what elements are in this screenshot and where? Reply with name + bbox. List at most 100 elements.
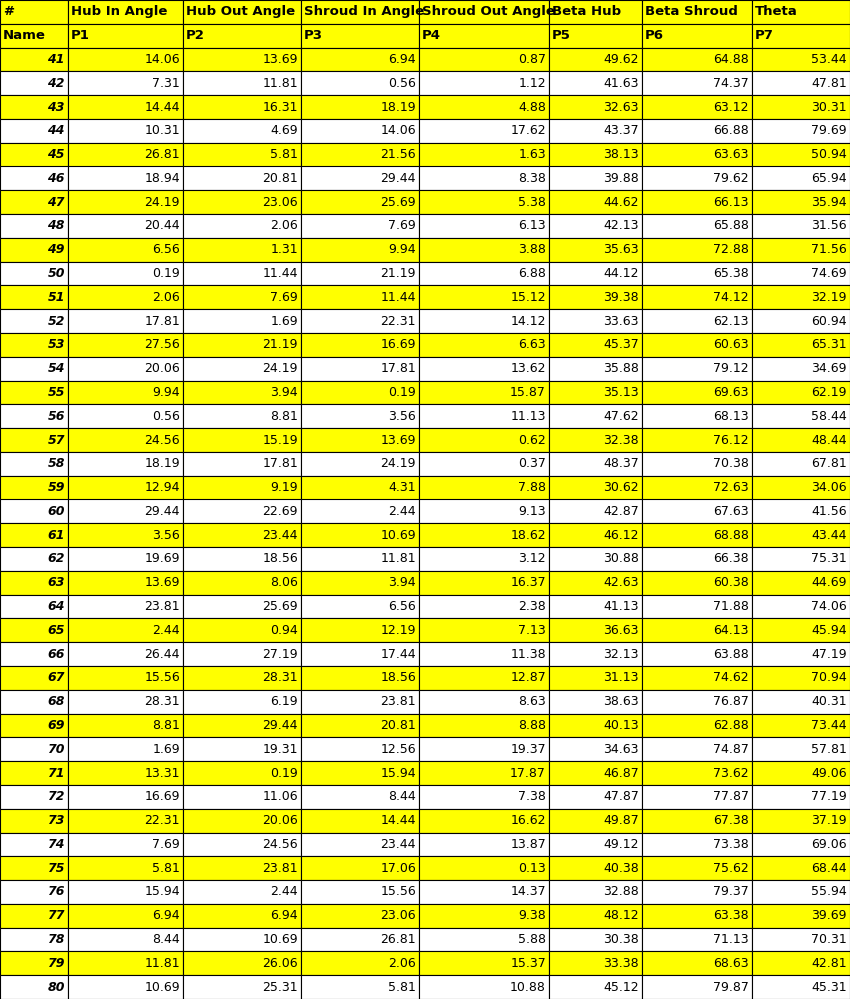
Bar: [549, 452, 642, 476]
Text: 11.81: 11.81: [263, 77, 298, 90]
Text: 13.69: 13.69: [381, 434, 416, 447]
Text: 14.12: 14.12: [511, 315, 546, 328]
Bar: [183, 405, 301, 429]
Text: 8.44: 8.44: [388, 790, 416, 803]
Text: 2.06: 2.06: [388, 957, 416, 970]
Text: 68.13: 68.13: [713, 410, 749, 423]
Bar: [549, 832, 642, 856]
Text: 76.12: 76.12: [713, 434, 749, 447]
Text: 23.06: 23.06: [263, 196, 298, 209]
Text: 41.63: 41.63: [604, 77, 639, 90]
Text: 71.88: 71.88: [713, 600, 749, 613]
Text: 24.19: 24.19: [381, 458, 416, 471]
Bar: [0, 737, 68, 761]
Bar: [68, 286, 183, 310]
Text: 26.44: 26.44: [144, 647, 180, 660]
Text: 18.56: 18.56: [263, 552, 298, 565]
Bar: [68, 381, 183, 405]
Bar: [752, 333, 850, 357]
Text: 77.87: 77.87: [713, 790, 749, 803]
Text: 57.81: 57.81: [811, 742, 847, 756]
Text: 42.81: 42.81: [812, 957, 847, 970]
Text: 74.62: 74.62: [713, 671, 749, 684]
Text: Theta: Theta: [755, 5, 798, 18]
Text: 53.44: 53.44: [812, 53, 847, 66]
Text: 5.81: 5.81: [270, 148, 298, 161]
Text: 31.56: 31.56: [812, 220, 847, 233]
Text: 16.69: 16.69: [381, 339, 416, 352]
Bar: [0, 190, 68, 214]
Text: 13.87: 13.87: [510, 838, 546, 851]
Bar: [549, 689, 642, 713]
Text: 26.06: 26.06: [263, 957, 298, 970]
Bar: [549, 119, 642, 143]
Bar: [549, 190, 642, 214]
Bar: [0, 143, 68, 167]
Bar: [419, 286, 549, 310]
Text: 0.19: 0.19: [152, 267, 180, 280]
Bar: [419, 357, 549, 381]
Bar: [752, 856, 850, 880]
Text: 74.06: 74.06: [811, 600, 847, 613]
Bar: [549, 238, 642, 262]
Text: 55: 55: [48, 386, 65, 399]
Bar: [419, 238, 549, 262]
Text: 33.38: 33.38: [604, 957, 639, 970]
Text: Beta Shroud: Beta Shroud: [645, 5, 738, 18]
Bar: [549, 286, 642, 310]
Bar: [301, 238, 419, 262]
Text: 63: 63: [48, 576, 65, 589]
Bar: [549, 547, 642, 570]
Text: 44.12: 44.12: [604, 267, 639, 280]
Bar: [549, 570, 642, 594]
Bar: [752, 904, 850, 928]
Text: 65.88: 65.88: [713, 220, 749, 233]
Bar: [301, 476, 419, 500]
Bar: [301, 452, 419, 476]
Bar: [549, 666, 642, 689]
Bar: [301, 523, 419, 547]
Bar: [68, 0, 183, 24]
Text: 11.81: 11.81: [380, 552, 416, 565]
Text: 40.13: 40.13: [604, 719, 639, 732]
Text: 50: 50: [48, 267, 65, 280]
Bar: [68, 785, 183, 809]
Bar: [419, 48, 549, 71]
Bar: [183, 594, 301, 618]
Bar: [419, 761, 549, 785]
Bar: [183, 429, 301, 452]
Bar: [549, 618, 642, 642]
Bar: [0, 594, 68, 618]
Text: 27.19: 27.19: [263, 647, 298, 660]
Text: 76.87: 76.87: [713, 695, 749, 708]
Bar: [642, 618, 752, 642]
Text: 80: 80: [48, 981, 65, 994]
Bar: [68, 737, 183, 761]
Text: 74: 74: [48, 838, 65, 851]
Bar: [642, 523, 752, 547]
Text: 13.69: 13.69: [263, 53, 298, 66]
Text: 9.38: 9.38: [518, 909, 546, 922]
Bar: [301, 167, 419, 190]
Bar: [642, 928, 752, 951]
Bar: [419, 856, 549, 880]
Bar: [301, 190, 419, 214]
Bar: [68, 310, 183, 333]
Text: 17.87: 17.87: [510, 766, 546, 779]
Bar: [549, 975, 642, 999]
Text: 42: 42: [48, 77, 65, 90]
Bar: [642, 594, 752, 618]
Text: 20.06: 20.06: [144, 363, 180, 376]
Bar: [183, 642, 301, 666]
Bar: [642, 95, 752, 119]
Bar: [752, 594, 850, 618]
Text: 18.62: 18.62: [510, 528, 546, 541]
Bar: [752, 666, 850, 689]
Text: 38.63: 38.63: [604, 695, 639, 708]
Bar: [301, 642, 419, 666]
Bar: [642, 0, 752, 24]
Bar: [0, 286, 68, 310]
Bar: [0, 928, 68, 951]
Text: 7.38: 7.38: [518, 790, 546, 803]
Bar: [183, 713, 301, 737]
